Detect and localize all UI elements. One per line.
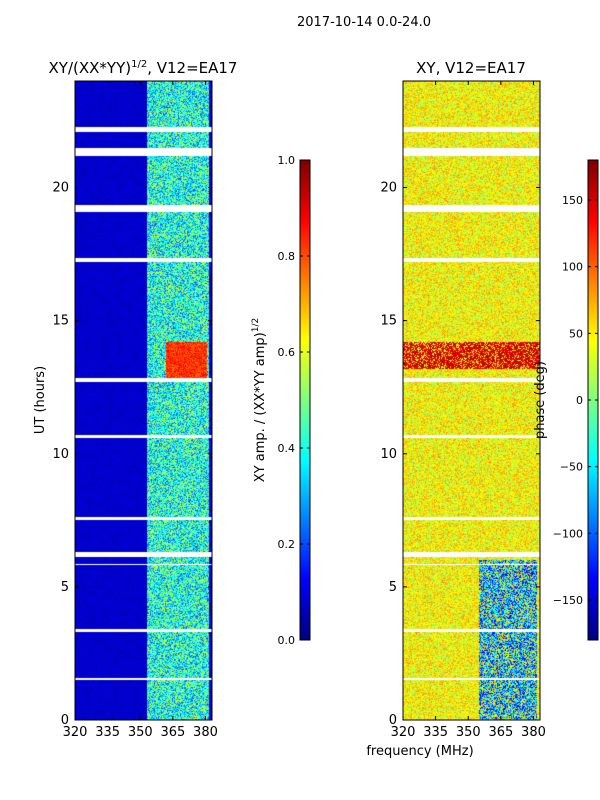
colorbar-tick-label: 0.0 — [278, 634, 296, 647]
amp-y-axis-label: UT (hours) — [33, 366, 48, 434]
y-tick-label: 5 — [61, 580, 69, 595]
x-tick-label: 350 — [128, 725, 153, 740]
colorbar-tick-label: 1.0 — [278, 154, 296, 167]
x-tick-label: 350 — [456, 725, 481, 740]
suptitle: 2017-10-14 0.0-24.0 — [297, 15, 431, 30]
amp-plot-frame — [74, 80, 213, 721]
amp-colorbar-label: XY amp. / (XX*YY amp)1/2 — [251, 318, 268, 482]
phase-y-axis: 0 5 10 15 20 — [380, 181, 540, 728]
colorbar-tick-label: −50 — [560, 461, 583, 474]
colorbar-tick-label: 0.8 — [278, 250, 296, 263]
colorbar-tick-label: 150 — [562, 194, 583, 207]
x-tick-label: 335 — [95, 725, 120, 740]
amp-panel-title: XY/(XX*YY)1/2, V12=EA17 — [49, 59, 238, 77]
phase-panel-title: XY, V12=EA17 — [416, 59, 526, 77]
phase-colorbar-ticks: −150 −100 −50 0 50 100 150 — [553, 194, 598, 607]
colorbar-tick-label: 100 — [562, 261, 583, 274]
phase-colorbar-image — [588, 160, 598, 640]
y-tick-label: 10 — [52, 447, 69, 462]
y-tick-label: 5 — [389, 580, 397, 595]
amp-heatmap-image — [75, 81, 212, 720]
amp-heatmap — [74, 80, 213, 721]
colorbar-tick-label: 0.2 — [278, 538, 296, 551]
y-tick-label: 0 — [389, 713, 397, 728]
colorbar-tick-label: −100 — [553, 527, 583, 540]
x-tick-label: 365 — [488, 725, 513, 740]
colorbar-tick-label: 0 — [576, 394, 583, 407]
phase-colorbar-label: phase (deg) — [533, 361, 548, 439]
amp-title-suffix: , V12=EA17 — [147, 59, 237, 77]
colorbar-tick-label: −150 — [553, 594, 583, 607]
phase-x-axis: 320 335 350 365 380 — [391, 81, 546, 740]
amp-colorbar-label-base: XY amp. / (XX*YY amp) — [253, 332, 268, 482]
amp-y-axis: 0 5 10 15 20 — [52, 181, 212, 728]
shared-x-axis-label: frequency (MHz) — [366, 744, 473, 759]
x-tick-label: 380 — [521, 725, 546, 740]
amp-colorbar-ticks: 0.0 0.2 0.4 0.6 0.8 1.0 — [278, 154, 310, 647]
amp-title-exponent: 1/2 — [131, 59, 147, 70]
x-tick-label: 320 — [63, 725, 88, 740]
y-tick-label: 20 — [380, 181, 397, 196]
phase-heatmap-image — [403, 81, 540, 720]
y-tick-label: 15 — [52, 314, 69, 329]
amp-colorbar-frame — [299, 159, 311, 641]
y-tick-label: 15 — [380, 314, 397, 329]
phase-plot-frame — [402, 80, 541, 721]
phase-heatmap — [402, 80, 541, 721]
x-tick-label: 380 — [193, 725, 218, 740]
colorbar-tick-label: 0.6 — [278, 346, 296, 359]
colorbar-tick-label: 50 — [569, 327, 583, 340]
x-tick-label: 320 — [391, 725, 416, 740]
x-tick-label: 365 — [160, 725, 185, 740]
colorbar-tick-label: 0.4 — [278, 442, 296, 455]
amp-colorbar-label-exponent: 1/2 — [251, 318, 261, 332]
amp-colorbar — [299, 159, 311, 641]
amp-x-axis: 320 335 350 365 380 — [63, 81, 218, 740]
x-tick-label: 335 — [423, 725, 448, 740]
amp-title-base: XY/(XX*YY) — [49, 59, 132, 77]
y-tick-label: 20 — [52, 181, 69, 196]
y-tick-label: 10 — [380, 447, 397, 462]
y-tick-label: 0 — [61, 713, 69, 728]
amp-colorbar-image — [300, 160, 310, 640]
